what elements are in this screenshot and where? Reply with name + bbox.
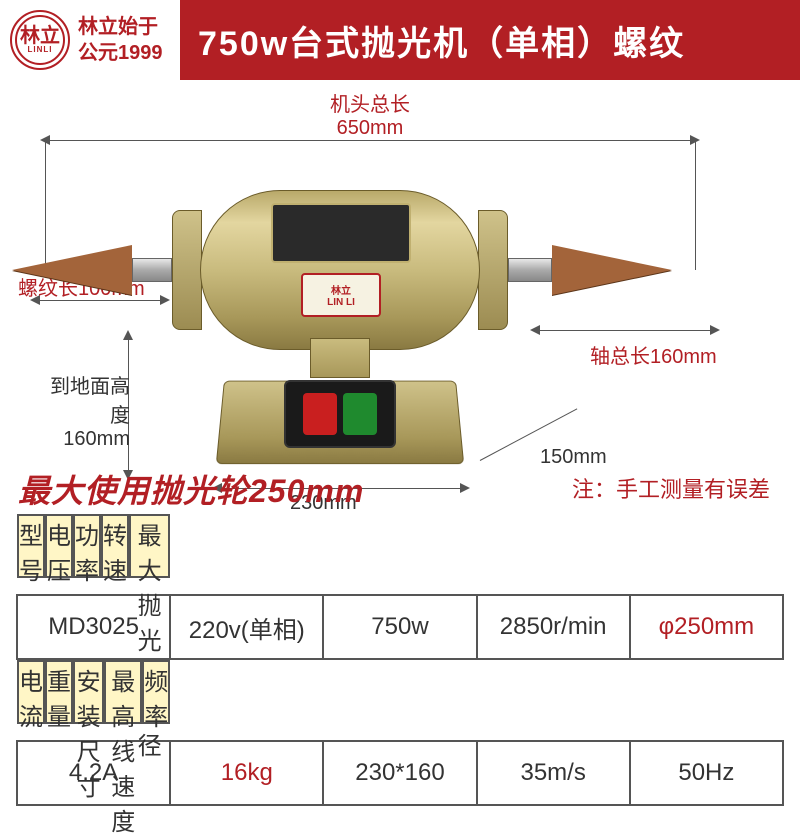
spec-h: 频率 [142, 660, 170, 724]
product-diagram: 机头总长 650mm 螺纹长100mm 到地面高度 160mm 轴总长160mm… [0, 80, 800, 510]
spec-h: 安装尺寸 [73, 660, 104, 724]
logo-seal-py: LINLI [28, 46, 53, 54]
dim-shaft-label: 轴总长160mm [590, 340, 717, 369]
brand-text: 林立始于 公元1999 [78, 14, 163, 66]
max-wheel-note: 最大使用抛光轮250mm [18, 466, 364, 512]
shaft-left-icon [132, 258, 172, 282]
stop-button-icon [303, 393, 337, 435]
logo-seal-ch: 林立 [20, 26, 60, 46]
spec-h: 重量 [45, 660, 73, 724]
spec-h: 转速 [101, 514, 129, 578]
spindle-cone-right-icon [552, 245, 672, 295]
dim-height-label: 到地面高度 [40, 370, 130, 428]
spec-v: 750w [323, 595, 476, 659]
spec-header-row: 电流 重量 安装尺寸 最高线速度 频率 [17, 660, 170, 740]
measurement-note: 注：手工测量有误差 [572, 472, 770, 504]
spec-header-row: 型号 电压 功率 转速 最大抛光轮直径 [17, 514, 170, 594]
dim-height-value: 160mm [40, 428, 130, 451]
dim-top-label: 机头总长 650mm [330, 88, 410, 140]
endcap-right-icon [478, 210, 508, 330]
motor-nameplate-icon [271, 203, 411, 263]
spec-h: 最大抛光轮直径 [129, 514, 170, 578]
spec-v: 230*160 [323, 741, 476, 805]
arrow-icon [123, 330, 133, 340]
machine: 林立 LIN LI [200, 190, 480, 350]
spec-table: 型号 电压 功率 转速 最大抛光轮直径 MD3025 220v(单相) 750w… [16, 514, 784, 806]
brand-line1: 林立始于 [78, 14, 163, 40]
motor-badge: 林立 LIN LI [301, 273, 381, 317]
spec-h: 最高线速度 [104, 660, 142, 724]
spec-h: 功率 [73, 514, 101, 578]
arrow-icon [460, 483, 470, 493]
spec-v: 16kg [170, 741, 323, 805]
dim-line-top [50, 140, 690, 141]
dim-top-value: 650mm [330, 117, 410, 140]
spec-h: 电流 [17, 660, 45, 724]
spec-v: 35m/s [477, 741, 630, 805]
dim-top-label-text: 机头总长 [330, 88, 410, 117]
base-neck-icon [310, 338, 370, 378]
spec-row: MD3025 220v(单相) 750w 2850r/min φ250mm [17, 595, 783, 659]
motor-body-icon: 林立 LIN LI [200, 190, 480, 350]
motor-badge-ch: 林立 [331, 282, 351, 297]
spec-v: 50Hz [630, 741, 783, 805]
dim-height: 到地面高度 160mm [40, 370, 130, 451]
arrow-icon [530, 325, 540, 335]
start-button-icon [343, 393, 377, 435]
header: 林立 LINLI 林立始于 公元1999 750w台式抛光机（单相）螺纹 [0, 0, 800, 80]
spec-v: 2850r/min [477, 595, 630, 659]
endcap-left-icon [172, 210, 202, 330]
brand-line2: 公元1999 [78, 40, 163, 66]
logo-seal-icon: 林立 LINLI [10, 10, 70, 70]
logo-box: 林立 LINLI 林立始于 公元1999 [0, 0, 180, 80]
dim-base-depth: 150mm [540, 446, 607, 469]
arrow-icon [160, 295, 170, 305]
arrow-icon [710, 325, 720, 335]
page-title: 750w台式抛光机（单相）螺纹 [180, 0, 800, 80]
spindle-cone-left-icon [12, 245, 132, 295]
dim-line-shaft [540, 330, 710, 331]
shaft-right-icon [508, 258, 552, 282]
spec-v: 220v(单相) [170, 595, 323, 659]
motor-badge-py: LIN LI [327, 297, 355, 308]
spec-h: 型号 [17, 514, 45, 578]
spec-v: φ250mm [630, 595, 783, 659]
power-switch [284, 380, 396, 448]
dim-ext [695, 140, 696, 270]
spec-h: 电压 [45, 514, 73, 578]
